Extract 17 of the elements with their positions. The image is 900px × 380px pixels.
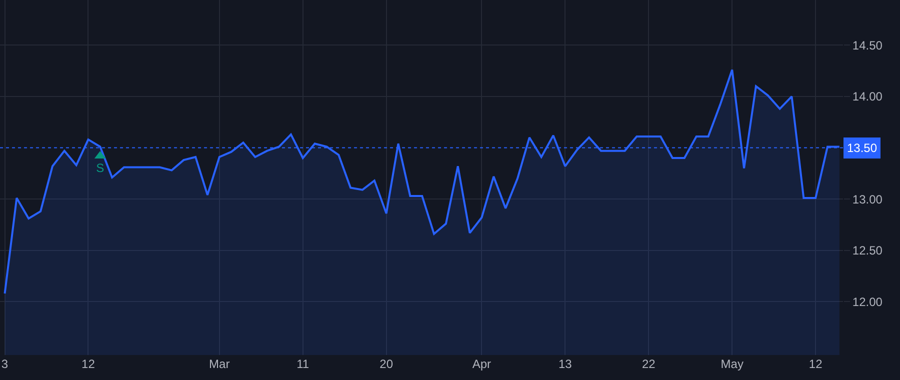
- y-tick-label: 13.00: [852, 192, 883, 206]
- data-label: S: [96, 161, 104, 176]
- x-tick-label: May: [720, 357, 744, 371]
- y-tick-label: 14.50: [852, 38, 883, 52]
- x-tick-label: 12: [82, 357, 96, 371]
- x-tick-label: 22: [642, 357, 656, 371]
- x-tick-label: Mar: [209, 357, 230, 371]
- x-tick-label: 13: [558, 357, 572, 371]
- x-tick-label: 12: [808, 357, 823, 371]
- y-tick-label: 12.00: [852, 294, 883, 309]
- x-tick-label: Apr: [472, 357, 492, 371]
- ref-line-label: 13.50: [847, 141, 878, 155]
- x-tick-label: 3: [1, 357, 8, 371]
- x-tick-label: 20: [380, 357, 394, 371]
- y-tick-label: 14.00: [852, 90, 883, 104]
- y-tick-label: 12.50: [852, 244, 883, 258]
- x-tick-label: 11: [296, 357, 310, 371]
